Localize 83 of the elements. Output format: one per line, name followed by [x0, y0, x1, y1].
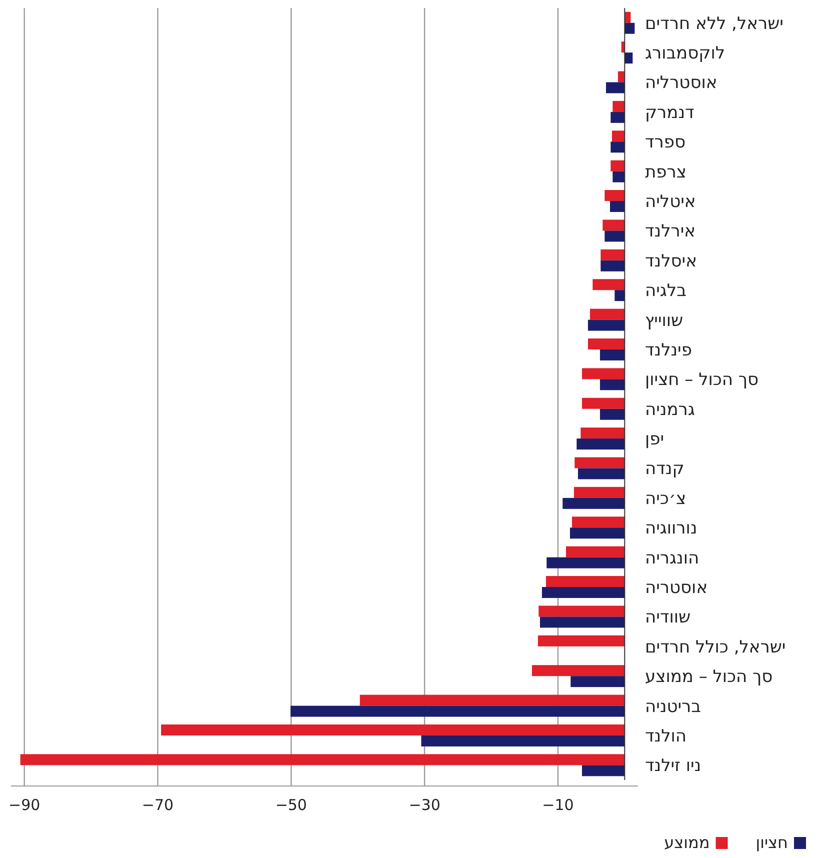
- x-tick-label: −10: [542, 796, 574, 814]
- y-tick-label: דנמרק: [645, 102, 694, 123]
- bar: [578, 468, 625, 480]
- y-tick-label: פינלנד: [645, 340, 692, 360]
- x-tick-label: −50: [275, 796, 307, 814]
- bar: [604, 230, 625, 242]
- bar: [574, 457, 625, 468]
- bar: [546, 557, 625, 568]
- y-tick-label: צ׳כיה: [645, 488, 686, 509]
- y-tick-label: סך הכול – ממוצע: [645, 667, 773, 688]
- y-tick-label: יפן: [645, 430, 664, 450]
- bar: [602, 220, 625, 231]
- bar: [600, 249, 625, 260]
- bar: [290, 706, 625, 717]
- bar: [612, 100, 625, 112]
- bar: [610, 201, 625, 212]
- bar: [624, 52, 633, 64]
- y-tick-label: בריטניה: [645, 696, 702, 717]
- bar: [612, 130, 625, 142]
- y-tick-label: אוסטריה: [645, 578, 708, 598]
- x-tick-label: −30: [408, 796, 440, 814]
- bar: [582, 398, 625, 409]
- bar: [20, 754, 625, 766]
- bar: [600, 260, 625, 272]
- y-tick-label: איטליה: [645, 192, 696, 212]
- bar: [562, 498, 625, 509]
- y-tick-label: בלגיה: [645, 281, 687, 302]
- bar: [576, 438, 625, 450]
- bar: [538, 635, 625, 646]
- y-tick-label: סך הכול – חציון: [645, 370, 759, 390]
- bar: [588, 338, 625, 350]
- bar: [360, 694, 625, 706]
- y-tick-label: קנדה: [645, 459, 684, 480]
- bar: [532, 665, 625, 676]
- bar: [606, 82, 625, 94]
- bar: [570, 528, 625, 539]
- y-tick-label: גרמניה: [645, 400, 695, 420]
- bar: [600, 379, 625, 390]
- bar: [624, 12, 631, 23]
- bar: [538, 606, 625, 617]
- y-tick-label: שוודיה: [645, 608, 690, 628]
- y-tick-label: שווייץ: [645, 310, 684, 331]
- y-tick-label: הונגריה: [645, 548, 700, 568]
- bar: [572, 516, 625, 528]
- bar: [588, 320, 625, 331]
- y-tick-label: ישראל, ללא חרדים: [645, 14, 784, 34]
- bar: [600, 408, 625, 420]
- legend-label: חציון: [756, 833, 788, 852]
- y-tick-label: צרפת: [645, 162, 686, 182]
- legend-label: ממוצע: [664, 833, 710, 852]
- bar: [600, 349, 625, 360]
- bar: [610, 112, 625, 123]
- y-tick-label: אוסטרליה: [645, 73, 718, 94]
- bar: [582, 368, 625, 380]
- bar: [614, 290, 625, 302]
- bar: [580, 428, 625, 439]
- bar: [161, 724, 625, 736]
- y-tick-label: ספרד: [645, 132, 686, 153]
- bar: [566, 546, 625, 558]
- y-tick-label: ישראל, כולל חרדים: [645, 637, 786, 658]
- bar: [610, 160, 625, 172]
- y-tick-label: הולנד: [645, 726, 686, 746]
- bar: [592, 279, 625, 290]
- x-tick-label: −70: [142, 796, 174, 814]
- bar: [570, 676, 625, 688]
- bar: [612, 171, 625, 182]
- y-tick-label: לוקסמבורג: [645, 44, 725, 64]
- bar: [582, 765, 625, 776]
- y-tick-label: נורווגיה: [645, 518, 698, 539]
- bar: [421, 735, 625, 746]
- bar: [618, 71, 625, 82]
- bar: [604, 190, 625, 201]
- bar: [610, 142, 625, 153]
- y-tick-label: איסלנד: [645, 251, 697, 272]
- x-tick-label: −90: [8, 796, 40, 814]
- bar: [540, 616, 625, 628]
- bar: [574, 486, 625, 498]
- bar: [590, 308, 625, 320]
- bar: [624, 22, 635, 34]
- bar: [546, 576, 625, 587]
- y-tick-label: אירלנד: [645, 222, 696, 242]
- bar: [542, 587, 625, 598]
- y-tick-label: ניו זילנד: [645, 756, 702, 776]
